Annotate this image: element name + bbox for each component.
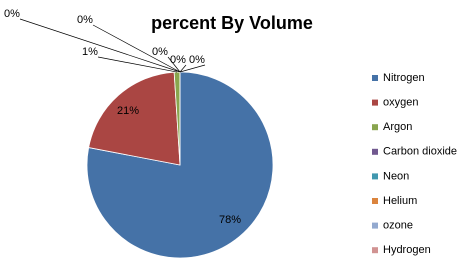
leader-line	[179, 64, 187, 73]
data-label: 0%	[189, 54, 205, 66]
legend-label: Nitrogen	[383, 72, 425, 84]
data-label: 78%	[219, 214, 241, 226]
legend-label: Neon	[383, 170, 409, 182]
legend-swatch	[372, 148, 378, 155]
data-label: 21%	[117, 105, 139, 117]
leader-line	[179, 64, 206, 73]
pie-slice	[88, 71, 181, 166]
legend-swatch	[372, 124, 378, 131]
data-label: 0%	[4, 8, 20, 20]
leader-line	[19, 18, 181, 73]
legend-label: Hydrogen	[383, 244, 431, 256]
legend-swatch	[372, 99, 378, 106]
legend-label: Carbon dioxide	[383, 146, 457, 158]
data-label: 0%	[77, 14, 93, 26]
data-label: 1%	[82, 46, 98, 58]
leader-line	[167, 56, 181, 73]
legend-swatch	[372, 173, 378, 180]
legend-swatch	[372, 198, 378, 204]
leader-line	[92, 24, 181, 73]
legend-label: Helium	[383, 195, 417, 207]
legend-swatch	[372, 247, 378, 254]
legend-swatch	[372, 222, 378, 229]
data-label: 0%	[170, 54, 186, 66]
legend-label: ozone	[383, 220, 413, 232]
legend-label: oxygen	[383, 97, 418, 109]
legend-label: Argon	[383, 121, 412, 133]
pie-slice	[86, 71, 274, 259]
legend-swatch	[372, 75, 378, 81]
data-label: 0%	[152, 46, 168, 58]
leader-line	[97, 56, 178, 73]
chart-title: percent By Volume	[151, 13, 313, 33]
